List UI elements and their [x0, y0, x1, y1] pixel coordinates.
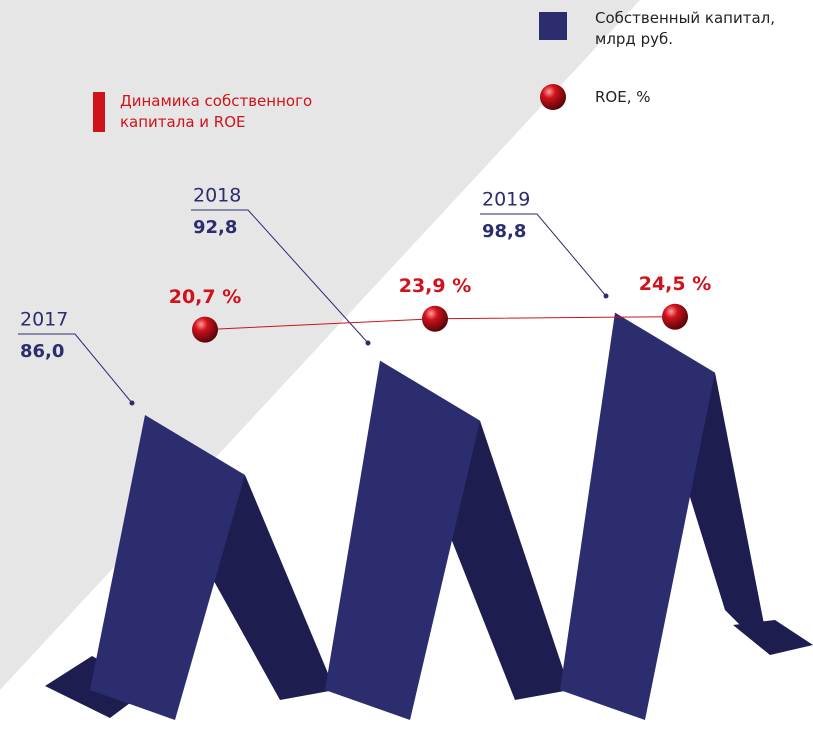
leader-dot	[365, 340, 371, 346]
legend-label: Собственный капитал, млрд руб.	[595, 9, 776, 48]
legend-label: ROE, %	[595, 88, 651, 106]
value-label: 92,8	[193, 217, 237, 238]
ribbon-foot	[733, 620, 813, 655]
ribbon-peak	[325, 360, 480, 720]
value-label: 98,8	[482, 221, 526, 242]
roe-point	[662, 303, 688, 330]
roe-point	[192, 316, 218, 343]
ribbon-peak	[560, 312, 715, 720]
ribbon-fold	[440, 420, 570, 700]
ribbon-peak	[90, 415, 245, 720]
legend-swatch	[540, 84, 566, 110]
leader-line	[480, 213, 607, 297]
leader-dot	[129, 400, 135, 406]
value-label: 86,0	[20, 341, 64, 362]
roe-label: 24,5 %	[639, 273, 712, 295]
legend-swatch	[539, 12, 567, 40]
leader-dot	[603, 293, 609, 299]
title-marker	[93, 92, 105, 132]
category-label: 2018	[193, 185, 241, 207]
leader-line	[18, 333, 133, 404]
roe-label: 20,7 %	[169, 286, 242, 308]
roe-label: 23,9 %	[399, 275, 472, 297]
roe-point	[422, 305, 448, 332]
category-label: 2017	[20, 309, 68, 331]
ribbon-fold	[205, 475, 335, 700]
leader-line	[191, 209, 369, 344]
chart-title: Динамика собственного капитала и ROE	[120, 92, 313, 131]
category-label: 2019	[482, 189, 530, 211]
